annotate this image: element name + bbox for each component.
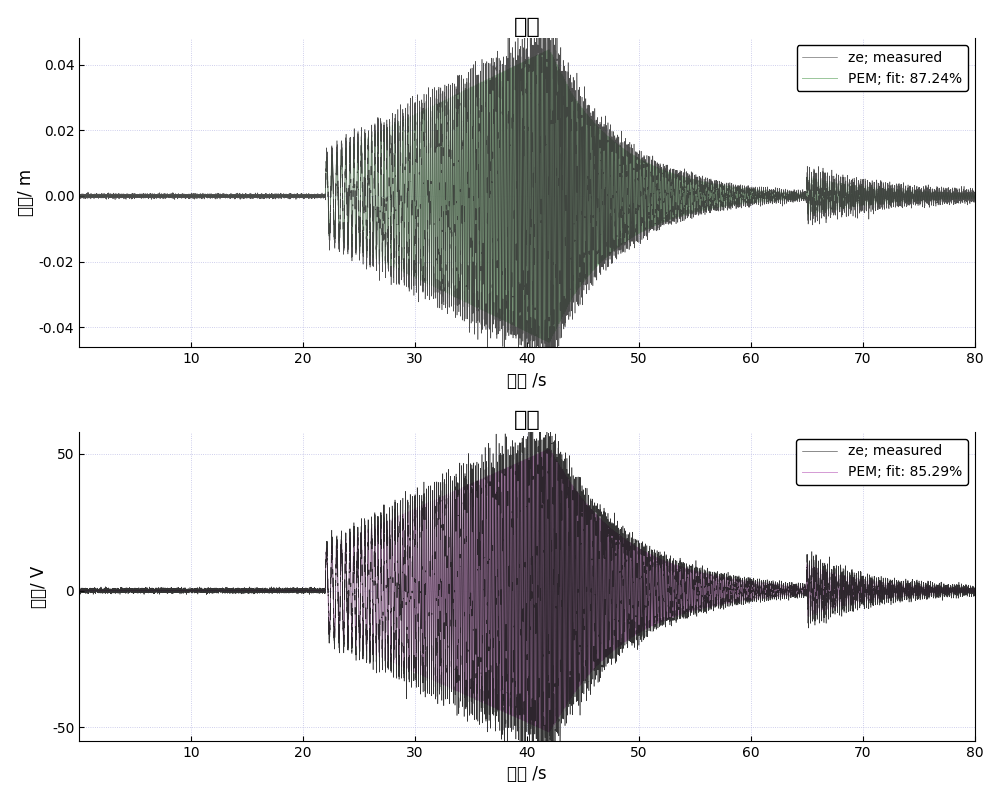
PEM; fit: 85.29%: (22, 8.58): 85.29%: (22, 8.58) (320, 562, 332, 572)
PEM; fit: 85.29%: (30.6, 30.5): 85.29%: (30.6, 30.5) (416, 502, 428, 512)
Line: PEM; fit: 85.29%: PEM; fit: 85.29% (79, 450, 975, 732)
ze; measured (73, 586, 85, 596)
X-axis label: 时间 /s: 时间 /s (507, 766, 547, 783)
PEM; fit: 85.29%: (80, 0.181): 85.29%: (80, 0.181) (969, 586, 981, 595)
ze; measured (863, 592, 875, 602)
PEM; fit: 87.24%: (30.6, 0.0258): 87.24%: (30.6, 0.0258) (416, 106, 428, 116)
PEM; fit: 87.24%: (22, 0.00499): 87.24%: (22, 0.00499) (320, 174, 332, 184)
PEM; fit: 87.24%: (41.9, 0.0444): 87.24%: (41.9, 0.0444) (542, 45, 554, 54)
ze; measured (298, 585, 310, 594)
ze; measured (546, 15, 558, 25)
PEM; fit: 87.24%: (20.1, 0): 87.24%: (20.1, 0) (298, 191, 310, 201)
ze; measured (969, 190, 981, 199)
Line: ze; measured: ze; measured (79, 20, 975, 374)
ze; measured (541, 412, 553, 422)
PEM; fit: 85.29%: (42, -51.8): 85.29%: (42, -51.8) (543, 727, 555, 737)
ze; measured (416, 500, 428, 510)
PEM; fit: 85.29%: (41.9, 51.7): 85.29%: (41.9, 51.7) (542, 445, 554, 454)
PEM; fit: 87.24%: (0, 0): 87.24%: (0, 0) (73, 191, 85, 201)
ze; measured (416, 118, 428, 128)
PEM; fit: 87.24%: (70.6, -0.00275): 87.24%: (70.6, -0.00275) (863, 200, 875, 210)
ze; measured (320, 179, 332, 189)
Title: 位移: 位移 (513, 17, 540, 37)
Line: PEM; fit: 87.24%: PEM; fit: 87.24% (79, 50, 975, 342)
PEM; fit: 87.24%: (42, -0.0446): 87.24%: (42, -0.0446) (543, 338, 555, 347)
ze; measured (320, 556, 332, 566)
PEM; fit: 87.24%: (66.9, -0.0043): 87.24%: (66.9, -0.0043) (822, 206, 834, 215)
ze; measured (863, 198, 875, 208)
PEM; fit: 85.29%: (66.9, -6.88): 85.29%: (66.9, -6.88) (822, 605, 834, 614)
X-axis label: 时间 /s: 时间 /s (507, 371, 547, 390)
ze; measured (832, 574, 844, 584)
ze; measured (298, 190, 310, 200)
PEM; fit: 85.29%: (20.1, 0): 85.29%: (20.1, 0) (298, 586, 310, 595)
ze; measured (73, 191, 85, 201)
Line: ze; measured: ze; measured (79, 417, 975, 767)
PEM; fit: 87.24%: (67.8, 0.0022): 87.24%: (67.8, 0.0022) (832, 184, 844, 194)
Legend: ze; measured, PEM; fit: 85.29%: ze; measured, PEM; fit: 85.29% (796, 439, 968, 485)
Y-axis label: 电压/ V: 电压/ V (30, 566, 48, 607)
PEM; fit: 85.29%: (70.6, -3.64): 85.29%: (70.6, -3.64) (863, 596, 875, 606)
PEM; fit: 85.29%: (0, 0): 85.29%: (0, 0) (73, 586, 85, 595)
ze; measured (822, 604, 834, 614)
PEM; fit: 85.29%: (67.8, 4.02): 85.29%: (67.8, 4.02) (832, 574, 844, 584)
Y-axis label: 位移/ m: 位移/ m (17, 169, 35, 216)
ze; measured (832, 187, 844, 197)
ze; measured (969, 586, 981, 596)
Legend: ze; measured, PEM; fit: 87.24%: ze; measured, PEM; fit: 87.24% (797, 45, 968, 91)
PEM; fit: 87.24%: (80, 6.41e-05): 87.24%: (80, 6.41e-05) (969, 191, 981, 201)
Title: 电压: 电压 (513, 410, 540, 430)
ze; measured (539, 370, 551, 379)
ze; measured (822, 211, 834, 221)
ze; measured (538, 762, 550, 772)
